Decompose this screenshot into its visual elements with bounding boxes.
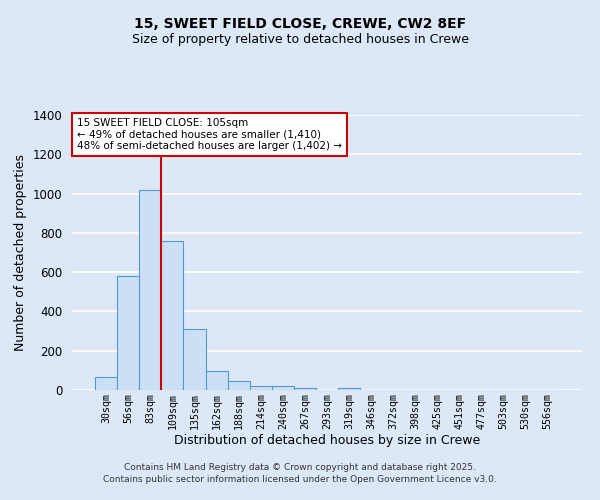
Bar <box>250 386 272 390</box>
X-axis label: Distribution of detached houses by size in Crewe: Distribution of detached houses by size … <box>174 434 480 448</box>
Bar <box>161 240 184 390</box>
Y-axis label: Number of detached properties: Number of detached properties <box>14 154 27 351</box>
Bar <box>338 388 360 390</box>
Bar <box>206 372 227 390</box>
Text: Contains HM Land Registry data © Crown copyright and database right 2025.: Contains HM Land Registry data © Crown c… <box>124 464 476 472</box>
Text: 15 SWEET FIELD CLOSE: 105sqm
← 49% of detached houses are smaller (1,410)
48% of: 15 SWEET FIELD CLOSE: 105sqm ← 49% of de… <box>77 118 342 151</box>
Bar <box>95 377 117 390</box>
Bar <box>184 329 206 390</box>
Bar <box>272 386 294 390</box>
Bar <box>139 190 161 390</box>
Bar <box>227 381 250 390</box>
Text: 15, SWEET FIELD CLOSE, CREWE, CW2 8EF: 15, SWEET FIELD CLOSE, CREWE, CW2 8EF <box>134 18 466 32</box>
Bar <box>294 388 316 390</box>
Text: Size of property relative to detached houses in Crewe: Size of property relative to detached ho… <box>131 32 469 46</box>
Bar <box>117 276 139 390</box>
Text: Contains public sector information licensed under the Open Government Licence v3: Contains public sector information licen… <box>103 475 497 484</box>
